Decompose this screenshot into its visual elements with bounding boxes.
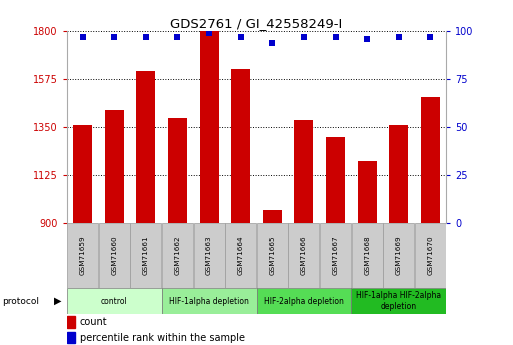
Bar xyxy=(98,223,130,288)
Bar xyxy=(105,110,124,345)
Text: GSM71666: GSM71666 xyxy=(301,236,307,275)
Bar xyxy=(67,223,98,288)
Text: GSM71662: GSM71662 xyxy=(174,236,181,275)
Bar xyxy=(162,288,256,314)
Text: GSM71667: GSM71667 xyxy=(332,236,339,275)
Bar xyxy=(136,71,155,345)
Text: GSM71660: GSM71660 xyxy=(111,236,117,275)
Text: GSM71665: GSM71665 xyxy=(269,236,275,275)
Bar xyxy=(231,69,250,345)
Point xyxy=(363,36,371,41)
Bar xyxy=(294,120,313,345)
Text: GSM71661: GSM71661 xyxy=(143,236,149,275)
Bar xyxy=(256,288,351,314)
Bar xyxy=(383,223,415,288)
Bar xyxy=(67,288,162,314)
Bar xyxy=(168,118,187,345)
Text: protocol: protocol xyxy=(3,296,40,306)
Point xyxy=(142,34,150,40)
Point xyxy=(268,40,277,45)
Bar xyxy=(73,125,92,345)
Bar xyxy=(263,210,282,345)
Title: GDS2761 / GI_42558249-I: GDS2761 / GI_42558249-I xyxy=(170,17,343,30)
Bar xyxy=(358,161,377,345)
Bar xyxy=(67,316,75,328)
Text: HIF-2alpha depletion: HIF-2alpha depletion xyxy=(264,296,344,306)
Point xyxy=(205,30,213,36)
Text: GSM71659: GSM71659 xyxy=(80,236,86,275)
Point xyxy=(236,34,245,40)
Text: HIF-1alpha depletion: HIF-1alpha depletion xyxy=(169,296,249,306)
Text: GSM71663: GSM71663 xyxy=(206,236,212,275)
Bar xyxy=(257,223,288,288)
Bar xyxy=(351,288,446,314)
Point xyxy=(300,34,308,40)
Point xyxy=(110,34,118,40)
Text: count: count xyxy=(80,317,108,327)
Point xyxy=(426,34,435,40)
Point xyxy=(394,34,403,40)
Bar xyxy=(389,125,408,345)
Text: GSM71668: GSM71668 xyxy=(364,236,370,275)
Bar xyxy=(225,223,256,288)
Bar xyxy=(326,137,345,345)
Bar xyxy=(130,223,161,288)
Bar xyxy=(320,223,351,288)
Text: HIF-1alpha HIF-2alpha
depletion: HIF-1alpha HIF-2alpha depletion xyxy=(357,291,441,311)
Bar xyxy=(200,31,219,345)
Text: GSM71669: GSM71669 xyxy=(396,236,402,275)
Bar xyxy=(193,223,225,288)
Bar xyxy=(67,332,75,344)
Text: percentile rank within the sample: percentile rank within the sample xyxy=(80,333,245,343)
Bar xyxy=(162,223,193,288)
Text: ▶: ▶ xyxy=(54,296,62,306)
Bar xyxy=(415,223,446,288)
Bar xyxy=(288,223,320,288)
Point xyxy=(173,34,182,40)
Text: control: control xyxy=(101,296,128,306)
Point xyxy=(78,34,87,40)
Point xyxy=(331,34,340,40)
Bar xyxy=(421,97,440,345)
Text: GSM71664: GSM71664 xyxy=(238,236,244,275)
Bar xyxy=(352,223,383,288)
Text: GSM71670: GSM71670 xyxy=(427,236,433,275)
